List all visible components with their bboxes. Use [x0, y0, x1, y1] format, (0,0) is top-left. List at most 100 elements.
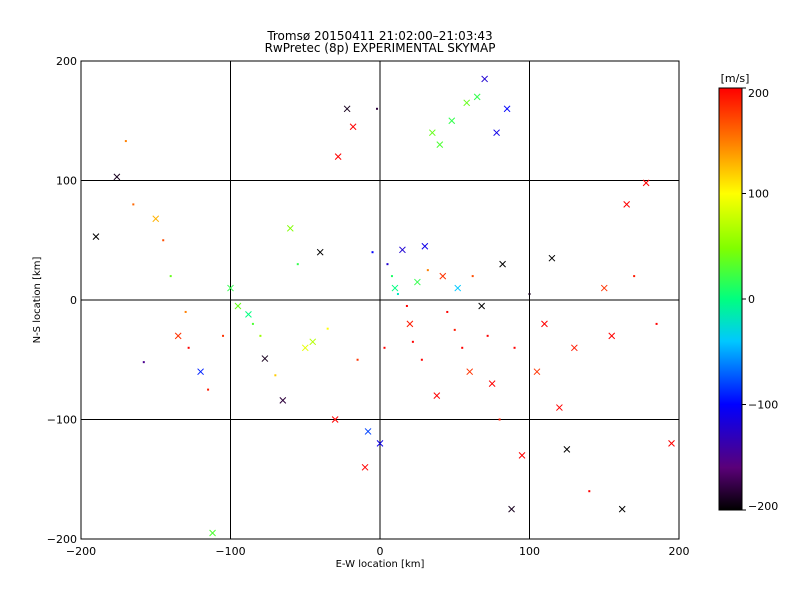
data-point-x	[349, 123, 357, 131]
data-point-x	[376, 440, 384, 447]
data-point-x	[556, 404, 563, 411]
data-point-x	[234, 302, 242, 310]
x-axis-ticks: −200 −100 0 100 200	[66, 545, 690, 558]
data-point-dot	[251, 322, 254, 325]
data-point-dot	[588, 490, 591, 493]
data-point-x	[316, 248, 324, 256]
data-point-dot	[453, 328, 456, 331]
data-point-x	[623, 201, 631, 208]
chart-title: Tromsø 20150411 21:02:00–21:03:43	[266, 29, 492, 43]
colorbar-tick-label: −200	[748, 500, 778, 513]
data-point-x	[414, 278, 421, 286]
data-point-dot	[142, 361, 145, 364]
y-tick-label: −200	[47, 533, 77, 546]
data-point-x	[209, 529, 216, 537]
data-point-x	[608, 332, 616, 340]
colorbar	[718, 87, 743, 511]
data-point-x	[391, 284, 399, 292]
data-point-x	[92, 233, 100, 241]
data-point-x	[548, 254, 556, 262]
data-point-dot	[461, 346, 464, 349]
y-tick-label: 200	[56, 55, 77, 68]
data-point-dot	[162, 239, 165, 242]
data-point-x	[428, 129, 436, 137]
data-point-x	[488, 380, 496, 388]
data-point-x	[454, 284, 462, 292]
colorbar-tick-label: 0	[748, 293, 755, 306]
colorbar-tick-label: −100	[748, 399, 778, 412]
data-point-x	[309, 338, 317, 346]
data-point-dot	[259, 334, 262, 337]
data-point-x	[433, 392, 441, 399]
data-point-dot	[498, 418, 501, 421]
data-point-x	[152, 215, 160, 223]
data-point-x	[439, 272, 447, 280]
data-point-dot	[207, 388, 210, 391]
data-point-x	[642, 179, 650, 187]
data-point-dot	[426, 269, 429, 272]
data-point-x	[343, 105, 351, 113]
data-point-x	[399, 246, 406, 254]
x-tick-label: 100	[519, 545, 540, 558]
data-point-x	[618, 505, 626, 513]
data-point-x	[301, 344, 309, 352]
colorbar-ticks: 200 100 0 −100 −200	[742, 87, 778, 513]
data-point-x	[473, 93, 481, 101]
data-point-dot	[274, 374, 277, 377]
x-tick-label: −100	[215, 545, 245, 558]
data-point-dot	[169, 275, 172, 278]
data-point-dot	[386, 263, 389, 266]
data-point-dot	[633, 275, 636, 278]
x-axis-label: E-W location [km]	[336, 559, 425, 570]
data-point-dot	[471, 275, 474, 278]
chart-subtitle: RwPretec (8p) EXPERIMENTAL SKYMAP	[265, 41, 496, 55]
data-point-x	[493, 129, 500, 137]
data-point-x	[668, 440, 675, 447]
data-point-dot	[390, 275, 393, 278]
data-point-x	[478, 302, 486, 310]
colorbar-label: [m/s]	[721, 72, 750, 85]
data-point-x	[261, 355, 269, 362]
data-point-x	[563, 446, 571, 453]
data-point-x	[541, 320, 548, 328]
data-point-x	[286, 224, 294, 232]
y-tick-label: 0	[70, 294, 77, 307]
x-tick-label: 200	[669, 545, 690, 558]
data-point-dot	[376, 107, 379, 110]
data-point-dot	[513, 346, 516, 349]
data-point-dot	[222, 334, 225, 337]
data-point-dot	[184, 310, 187, 313]
data-point-dot	[655, 322, 658, 325]
x-tick-label: −200	[66, 545, 96, 558]
data-point-x	[448, 117, 456, 125]
data-point-x	[361, 463, 369, 471]
colorbar-tick-label: 100	[748, 188, 769, 201]
data-point-dot	[187, 346, 190, 349]
data-point-x	[174, 332, 182, 340]
data-point-dot	[124, 140, 127, 143]
data-point-x	[518, 451, 526, 459]
x-tick-label: 0	[377, 545, 384, 558]
data-point-x	[466, 368, 474, 376]
data-point-x	[436, 141, 444, 149]
data-point-x	[570, 344, 578, 352]
data-point-x	[364, 428, 372, 435]
data-point-x	[421, 242, 429, 250]
data-point-dot	[446, 310, 449, 313]
data-point-dot	[296, 263, 299, 266]
data-point-dot	[405, 304, 408, 307]
data-point-x	[197, 368, 204, 376]
data-point-x	[533, 368, 541, 376]
data-point-x	[334, 153, 342, 160]
data-point-x	[499, 260, 506, 268]
data-point-x	[227, 284, 234, 292]
data-point-dot	[420, 358, 423, 361]
data-points	[92, 75, 675, 537]
data-point-dot	[371, 251, 374, 254]
data-point-x	[406, 320, 414, 328]
data-point-x	[113, 173, 121, 181]
data-point-dot	[356, 358, 359, 361]
y-axis-ticks: −200 −100 0 100 200	[47, 55, 77, 546]
data-point-x	[503, 105, 511, 113]
data-point-x	[508, 505, 515, 513]
